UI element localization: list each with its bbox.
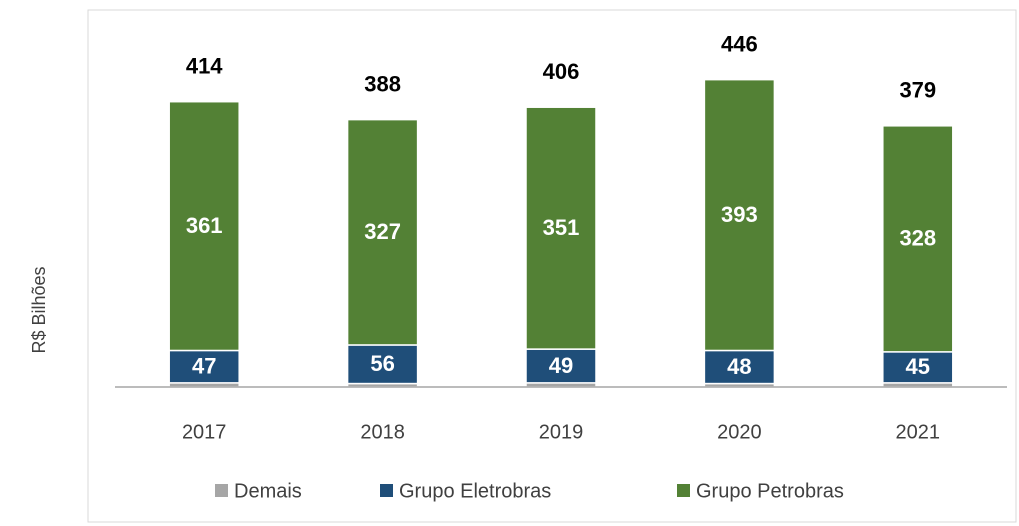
y-axis-label: R$ Bilhões [29,266,49,353]
bar-segment [882,125,954,353]
data-label: 393 [721,202,758,227]
total-label: 379 [899,78,936,103]
data-label: 47 [192,353,216,378]
data-label: 361 [186,213,223,238]
total-label: 388 [364,71,401,96]
bar-segment [346,118,419,346]
x-tick-label: 2019 [539,421,584,443]
bar-segment [525,106,597,350]
bar-segment [882,351,954,384]
total-label: 414 [186,54,223,79]
data-label: 49 [549,353,573,378]
bar-segment [168,100,240,352]
x-tick-label: 2021 [896,421,941,443]
x-tick-label: 2018 [360,421,405,443]
legend-label: Demais [234,480,302,502]
total-label: 446 [721,31,758,56]
data-label: 351 [543,215,580,240]
x-tick-label: 2017 [182,421,227,443]
bar-segment [703,78,776,352]
legend-swatch [380,484,393,497]
legend-swatch [215,484,228,497]
data-label: 328 [899,226,936,251]
data-label: 48 [727,354,751,379]
legend-label: Grupo Petrobras [696,480,844,502]
total-label: 406 [543,59,580,84]
legend-swatch [677,484,690,497]
x-tick-label: 2020 [717,421,762,443]
data-label: 45 [906,354,930,379]
data-label: 56 [370,351,394,376]
data-label: 327 [364,219,401,244]
legend-label: Grupo Eletrobras [399,480,551,502]
